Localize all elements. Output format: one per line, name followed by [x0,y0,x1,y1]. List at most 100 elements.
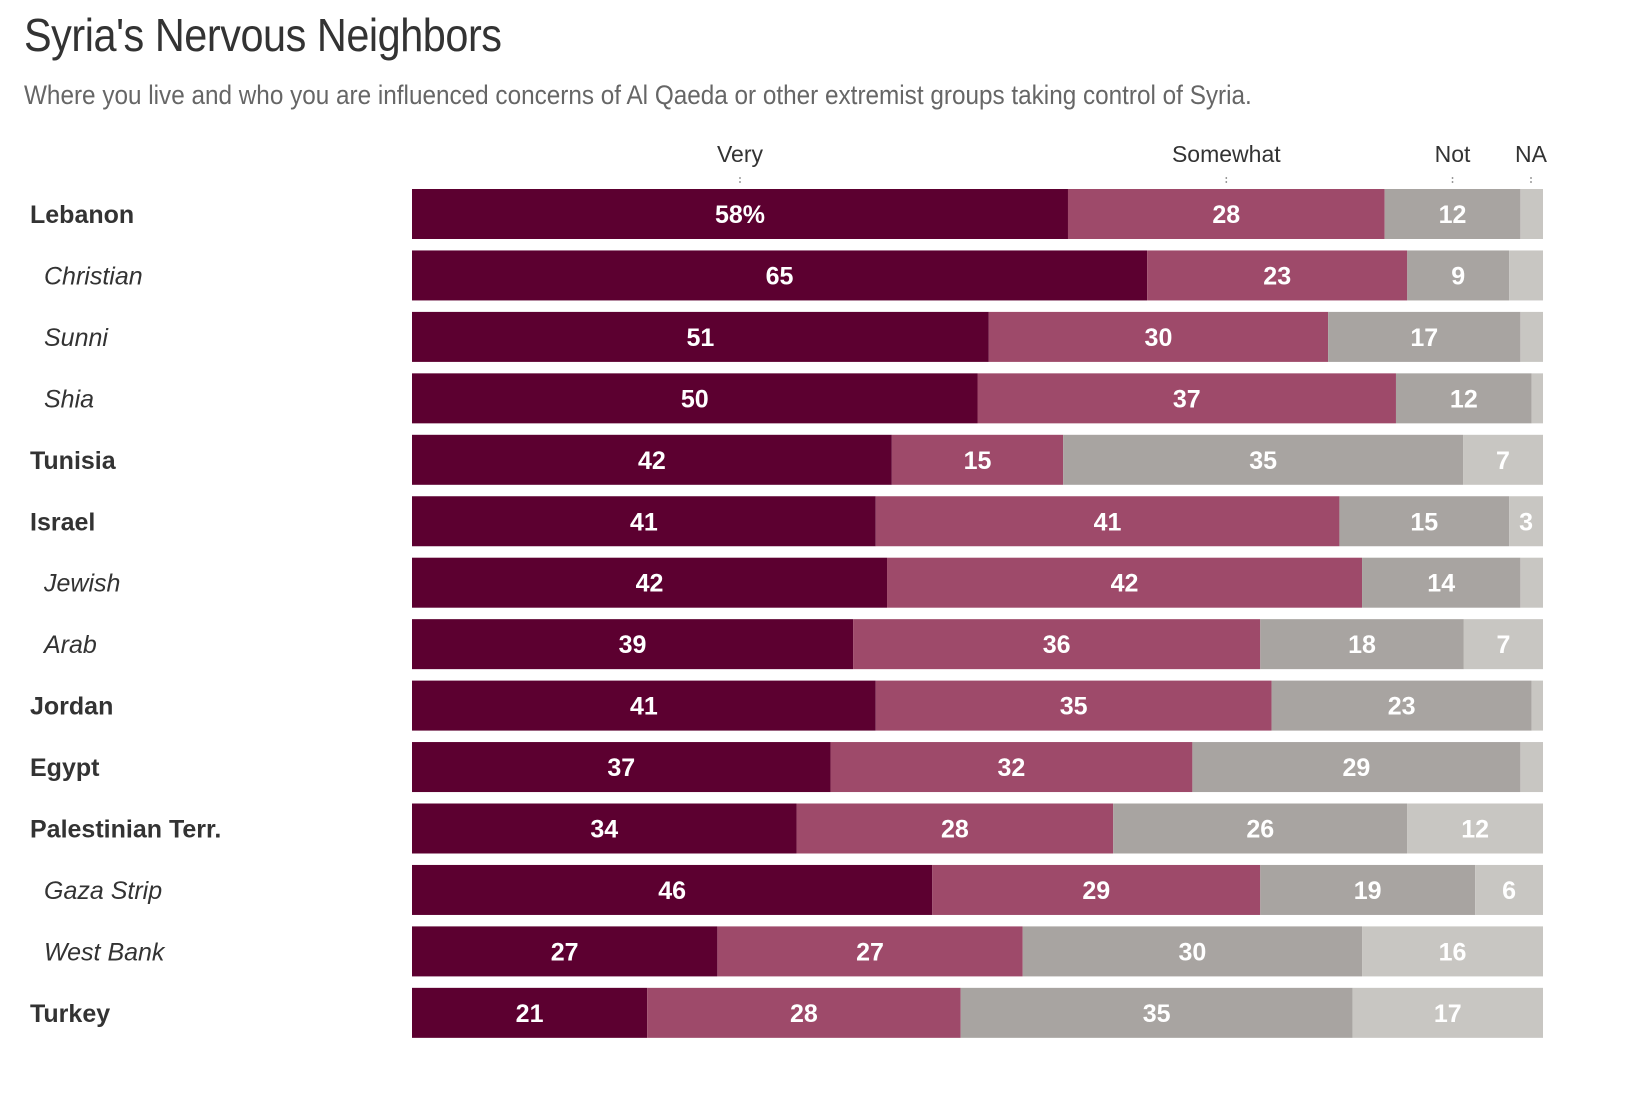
bar-value-label: 17 [1410,324,1438,352]
row-label: Egypt [30,754,100,782]
bar-value-label: 42 [638,447,666,475]
column-header-somewhat: Somewhat [1172,141,1281,167]
bar-value-label: 29 [1082,877,1110,905]
bar-row: 51 30 17 [412,311,1543,362]
bar-value-label: 14 [1427,570,1455,598]
row-label: Christian [44,262,143,290]
bar-value-label: 26 [1246,816,1274,844]
bar-value-label: 58% [715,201,765,229]
bar-value-label: 15 [1410,508,1438,536]
bar-segment-not [1022,926,1363,977]
row-label: Turkey [30,1000,110,1028]
column-header-na: NA [1515,141,1548,167]
bar-segment-na [1509,496,1543,547]
row-label: Lebanon [30,201,134,229]
tick-mark [1530,177,1532,179]
bar-value-label: 39 [619,631,647,659]
bar-row: 65 23 9 [412,250,1543,301]
bar-value-label: 42 [1111,570,1139,598]
bar-segment-not [1192,742,1521,793]
bar-segment-somewhat [875,680,1272,731]
bar-segment-not [960,987,1353,1038]
bar-segment-very [412,373,978,424]
bar-segment-very [412,619,854,670]
bar-value-label: 16 [1439,938,1467,966]
bar-value-label: 23 [1388,693,1416,721]
bar-value-label: 12 [1439,201,1467,229]
bar-segment-somewhat [830,742,1193,793]
bar-value-label: 3 [1519,508,1533,536]
bar-value-label: 28 [941,816,969,844]
bar-segment-not [1271,680,1532,731]
row-label: West Bank [44,938,166,966]
bar-value-label: 18 [1348,631,1376,659]
bar-segment-very [412,742,831,793]
bar-value-label: 29 [1342,754,1370,782]
bar-value-label: 12 [1461,816,1489,844]
bar-segment-not [1339,496,1510,547]
row-label: Tunisia [30,447,117,475]
bar-row: 41 41 15 3 [412,496,1543,547]
bar-segment-na [1352,987,1543,1038]
bar-value-label: 17 [1434,1000,1462,1028]
bar-value-label: 32 [998,754,1026,782]
bar-value-label: 41 [630,508,658,536]
bar-value-label: 41 [1094,508,1122,536]
bar-row: 41 35 23 [412,680,1543,731]
bar-row: 42 42 14 [412,557,1543,608]
bar-segment-na [1407,803,1543,854]
bar-value-label: 37 [607,754,635,782]
bar-value-label: 6 [1502,877,1516,905]
bar-value-label: 12 [1450,385,1478,413]
bar-row: 37 32 29 [412,742,1543,793]
bar-segment-not [1407,250,1510,301]
bar-segment-very [412,311,989,362]
bar-segment-somewhat [887,557,1363,608]
bar-row: 21 28 35 17 [412,987,1543,1038]
bar-segment-very [412,496,876,547]
bar-row: 50 37 12 [412,373,1543,424]
bar-value-label: 9 [1451,262,1465,290]
bar-segment-na [1362,926,1543,977]
bar-segment-not [1113,803,1408,854]
bar-value-label: 41 [630,693,658,721]
bar-segment-very [412,680,876,731]
bar-segment-not [1362,557,1521,608]
bar-value-label: 28 [1212,201,1240,229]
bar-segment-somewhat [988,311,1329,362]
bar-segment-na [1463,619,1543,670]
bar-segment-very [412,803,797,854]
column-header-very: Very [717,141,764,167]
bar-segment-na [1520,189,1543,239]
bar-segment-not [1395,373,1532,424]
bar-segment-very [412,557,888,608]
row-label: Shia [44,385,94,413]
bar-segment-very [412,189,1068,239]
column-header-not: Not [1435,141,1471,167]
bar-value-label: 7 [1496,631,1510,659]
bar-segment-very [412,926,718,977]
bar-value-label: 46 [658,877,686,905]
bar-value-label: 30 [1178,938,1206,966]
tick-mark [739,181,741,183]
bar-segment-somewhat [717,926,1023,977]
bar-row: 46 29 19 6 [412,864,1543,915]
row-label: Palestinian Terr. [30,816,221,844]
bar-value-label: 65 [766,262,794,290]
row-label: Arab [42,631,97,659]
bar-segment-na [1531,680,1543,731]
row-labels: Lebanon Christian Sunni Shia Tunisia Israel Je… [30,201,221,1028]
row-label: Jordan [30,693,113,721]
bar-segment-not [1260,619,1464,670]
bar-segment-somewhat [1147,250,1408,301]
bar-value-label: 23 [1263,262,1291,290]
bar-segment-very [412,864,933,915]
bar-value-label: 34 [590,816,618,844]
tick-mark [1530,181,1532,183]
bar-segment-not [1063,434,1464,485]
row-label: Jewish [43,570,120,598]
row-label: Sunni [44,324,109,352]
bar-row: 42 15 35 7 [412,434,1543,485]
